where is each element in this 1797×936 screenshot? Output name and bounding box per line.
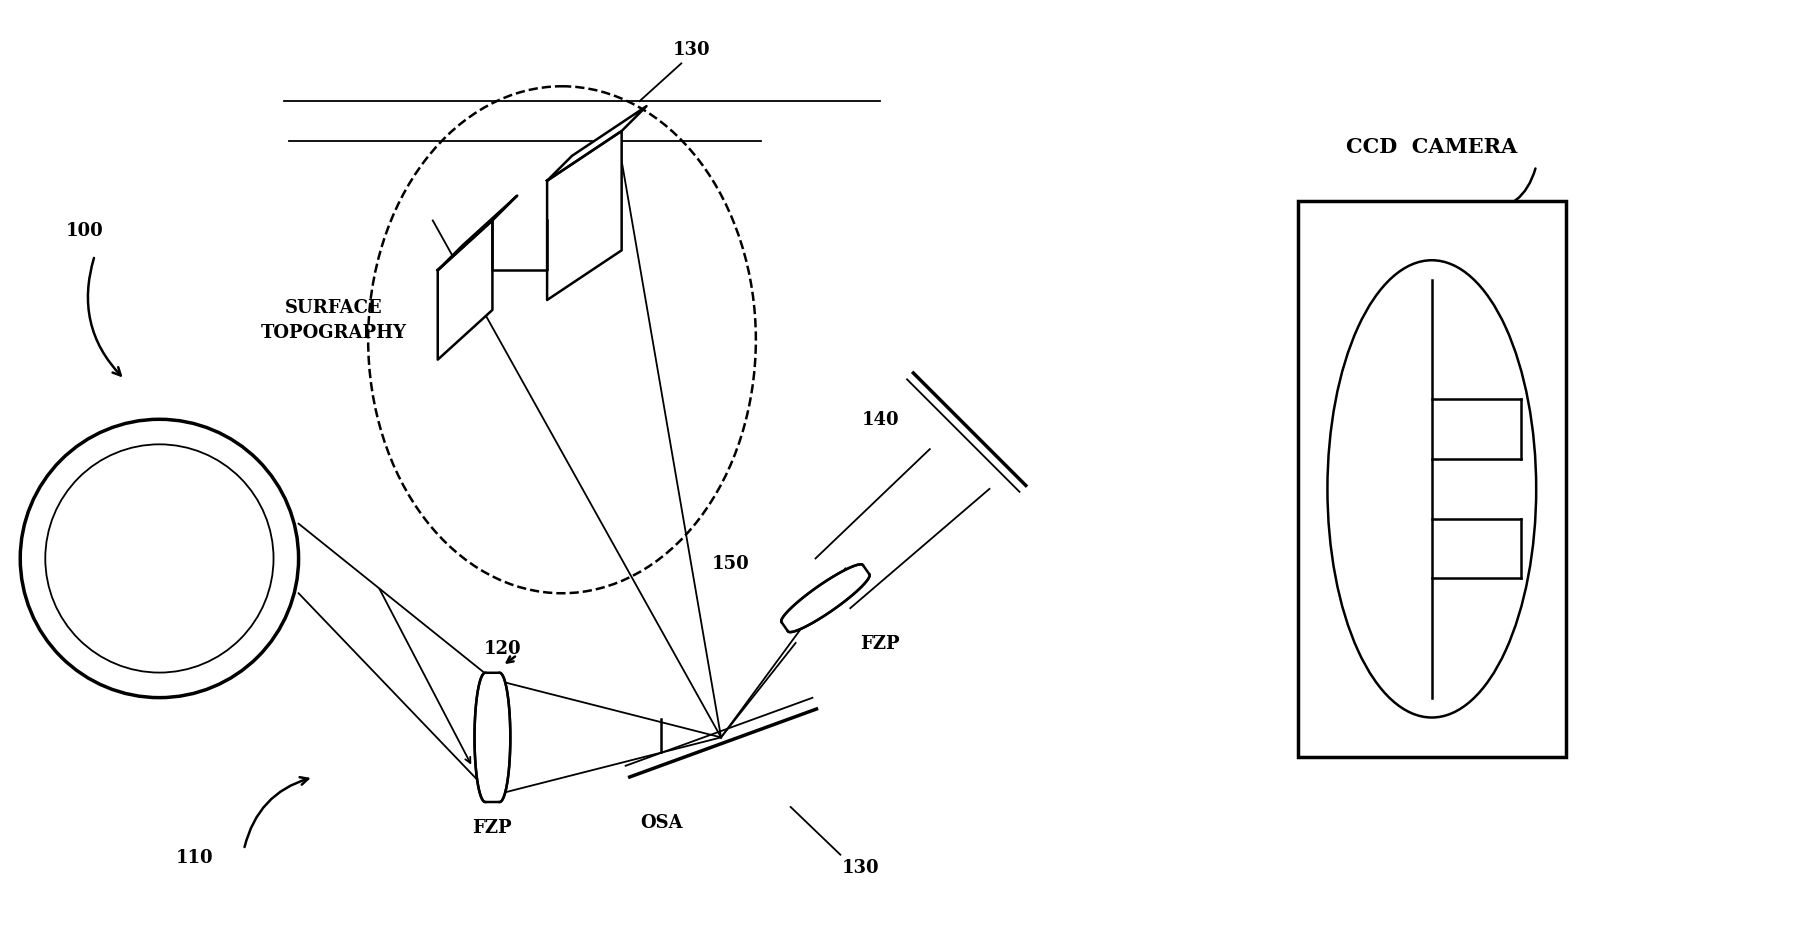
Text: FZP: FZP (861, 635, 900, 652)
Text: 140: 140 (861, 411, 898, 429)
Text: SURFACE
TOPOGRAPHY: SURFACE TOPOGRAPHY (261, 300, 406, 342)
Polygon shape (546, 107, 647, 182)
Text: 120: 120 (483, 639, 521, 657)
Text: 130: 130 (841, 857, 879, 876)
Polygon shape (546, 132, 622, 300)
Text: CCD  CAMERA: CCD CAMERA (1346, 137, 1517, 156)
Text: OSA: OSA (640, 813, 683, 831)
Text: 150: 150 (712, 555, 749, 573)
Polygon shape (438, 197, 518, 271)
Polygon shape (782, 564, 870, 633)
Text: 100: 100 (66, 222, 104, 241)
Text: 110: 110 (176, 848, 214, 866)
Polygon shape (474, 673, 510, 802)
Text: 130: 130 (672, 41, 710, 59)
Polygon shape (492, 221, 546, 271)
Polygon shape (438, 221, 492, 360)
Bar (1297, 201, 1565, 757)
Text: FZP: FZP (473, 818, 512, 836)
